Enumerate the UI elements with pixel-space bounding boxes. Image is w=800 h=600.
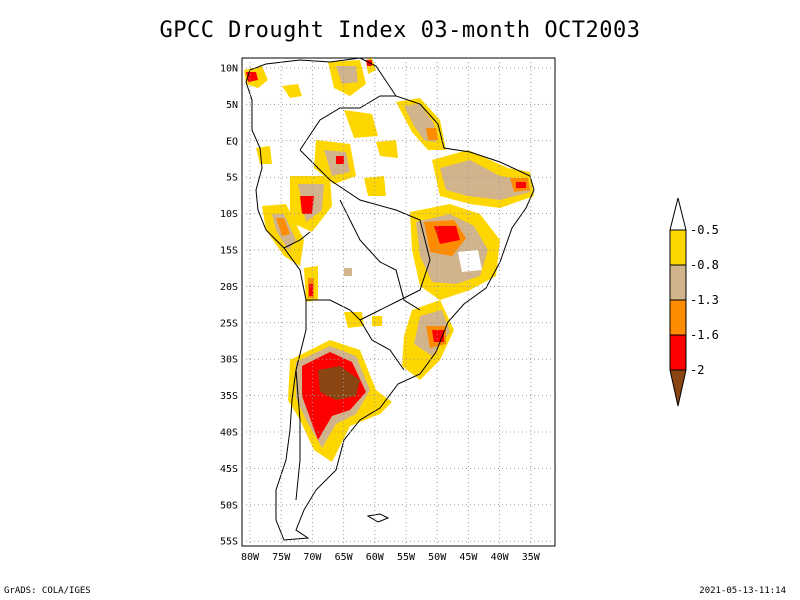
border-line bbox=[295, 369, 301, 501]
drought-region bbox=[336, 66, 358, 84]
longitude-label: 70W bbox=[303, 552, 322, 563]
longitude-label: 75W bbox=[272, 552, 291, 563]
legend-swatch-moderate bbox=[669, 229, 687, 266]
drought-region bbox=[318, 366, 360, 400]
drought-region bbox=[276, 218, 290, 236]
latitude-label: 40S bbox=[220, 428, 238, 439]
latitude-label: EQ bbox=[226, 136, 238, 147]
latitude-label: 35S bbox=[220, 391, 238, 402]
border-line bbox=[339, 199, 421, 311]
drought-region bbox=[376, 140, 398, 158]
footer-timestamp: 2021-05-13-11:14 bbox=[699, 586, 786, 596]
drought-region bbox=[336, 156, 344, 164]
drought-region bbox=[440, 160, 530, 200]
drought-region bbox=[282, 84, 302, 98]
map-gridlines bbox=[242, 58, 555, 546]
border-line bbox=[283, 231, 311, 249]
legend-label: -0.8 bbox=[690, 258, 719, 272]
longitude-label: 45W bbox=[459, 552, 478, 563]
legend-label: -0.5 bbox=[690, 223, 719, 237]
legend-label: -1.3 bbox=[690, 293, 719, 307]
latitude-label: 20S bbox=[220, 282, 238, 293]
drought-region bbox=[344, 268, 352, 276]
latitude-label: 5S bbox=[226, 173, 238, 184]
longitude-label: 40W bbox=[491, 552, 510, 563]
latitude-label: 30S bbox=[220, 355, 238, 366]
falklands bbox=[366, 513, 390, 523]
drought-region bbox=[344, 312, 364, 328]
legend-label: -2 bbox=[690, 363, 704, 377]
latitude-label: 55S bbox=[220, 537, 238, 548]
drought-region bbox=[344, 110, 378, 138]
longitude-labels: 80W 75W 70W 65W 60W 55W 50W 45W 40W 35W bbox=[241, 552, 541, 563]
latitude-label: 15S bbox=[220, 246, 238, 257]
footer-credit: GrADS: COLA/IGES bbox=[4, 586, 91, 596]
longitude-label: 80W bbox=[241, 552, 260, 563]
drought-region bbox=[458, 250, 482, 272]
south-america-outline bbox=[245, 57, 535, 541]
legend-swatch-very-severe bbox=[669, 299, 687, 336]
map-title: GPCC Drought Index 03-month OCT2003 bbox=[159, 18, 641, 43]
legend-swatch-extreme bbox=[669, 334, 687, 371]
latitude-label: 5N bbox=[226, 100, 238, 111]
latitude-label: 25S bbox=[220, 318, 238, 329]
border-line bbox=[299, 95, 396, 151]
map-frame bbox=[241, 57, 556, 547]
color-legend: -0.5 -0.8 -1.3 -1.6 -2 bbox=[669, 197, 719, 407]
longitude-label: 65W bbox=[335, 552, 354, 563]
coastlines bbox=[245, 57, 535, 541]
latitude-label: 45S bbox=[220, 464, 238, 475]
legend-labels: -0.5 -0.8 -1.3 -1.6 -2 bbox=[690, 223, 719, 377]
latitude-labels: 10N 5N EQ 5S 10S 15S 20S 25S 30S 35S 40S 45S 50S 55S bbox=[220, 64, 238, 548]
drought-region bbox=[426, 128, 438, 140]
drought-shading bbox=[244, 58, 534, 462]
drought-region bbox=[300, 196, 314, 214]
latitude-label: 10N bbox=[220, 64, 238, 75]
legend-top-arrow bbox=[669, 197, 687, 231]
drought-region bbox=[434, 226, 460, 244]
longitude-label: 55W bbox=[397, 552, 416, 563]
legend-label: -1.6 bbox=[690, 328, 719, 342]
longitude-label: 50W bbox=[428, 552, 447, 563]
longitude-label: 60W bbox=[366, 552, 385, 563]
drought-region bbox=[516, 182, 526, 188]
latitude-label: 10S bbox=[220, 209, 238, 220]
border-line bbox=[306, 299, 405, 371]
latitude-label: 50S bbox=[220, 500, 238, 511]
longitude-label: 35W bbox=[522, 552, 541, 563]
legend-swatch-severe bbox=[669, 264, 687, 301]
drought-region bbox=[372, 316, 382, 326]
border-line bbox=[299, 149, 431, 321]
legend-bottom-arrow bbox=[669, 369, 687, 407]
